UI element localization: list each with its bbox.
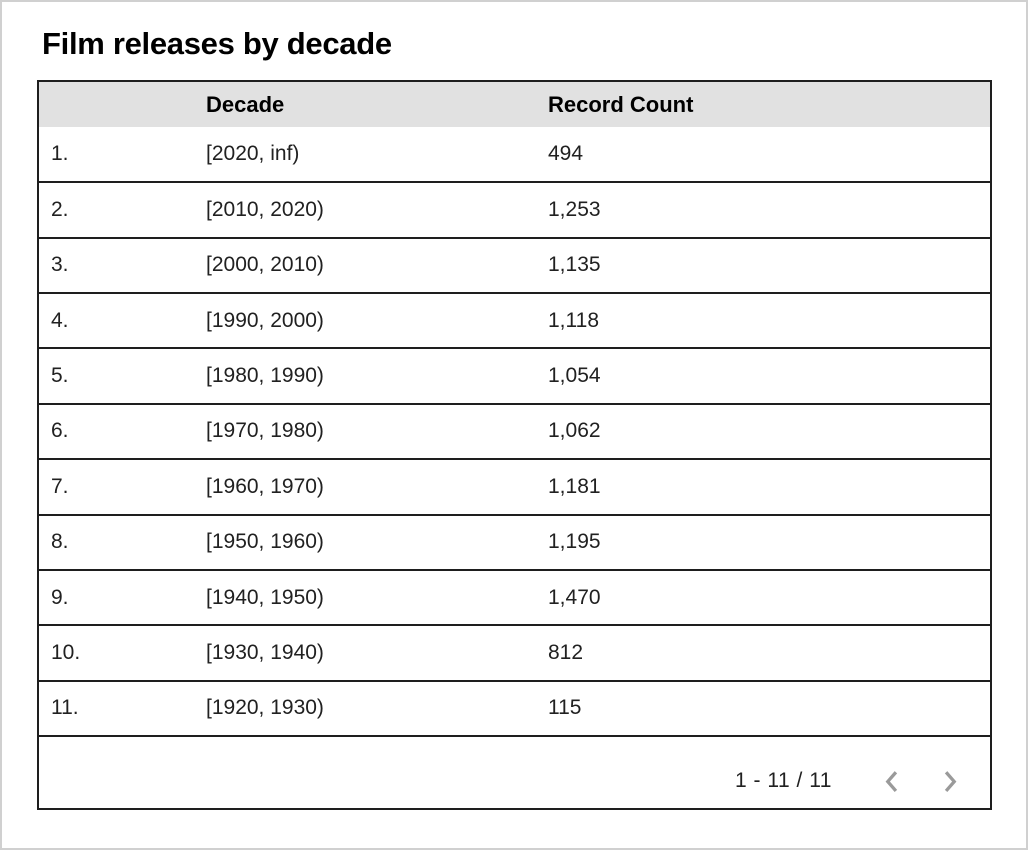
- pagination-prev-button[interactable]: [872, 760, 914, 802]
- chevron-left-icon: [879, 767, 907, 795]
- row-index: 3.: [38, 237, 194, 295]
- table-row: 3. [2000, 2010) 1,135: [38, 237, 991, 295]
- row-index: 7.: [38, 459, 194, 516]
- row-index: 6.: [38, 403, 194, 461]
- pagination: 1 - 11 / 11: [39, 760, 970, 802]
- table-body: 1. [2020, inf) 494 2. [2010, 2020) 1,253…: [38, 127, 991, 738]
- cell-record-count: 1,181: [536, 459, 991, 516]
- table-header: Decade Record Count: [38, 81, 991, 127]
- row-index: 5.: [38, 348, 194, 405]
- cell-record-count: 1,253: [536, 182, 991, 239]
- cell-record-count: 1,118: [536, 293, 991, 350]
- header-row: Decade Record Count: [38, 81, 991, 127]
- table-row: 7. [1960, 1970) 1,181: [38, 459, 991, 516]
- row-index: 1.: [38, 127, 194, 184]
- cell-decade: [1940, 1950): [194, 569, 536, 627]
- cell-record-count: 1,062: [536, 403, 991, 461]
- table-row: 5. [1980, 1990) 1,054: [38, 348, 991, 405]
- pagination-range: 1 - 11 / 11: [735, 769, 832, 792]
- pagination-row: 1 - 11 / 11: [38, 736, 991, 809]
- header-cell-decade[interactable]: Decade: [194, 81, 536, 127]
- cell-decade: [1980, 1990): [194, 348, 536, 405]
- chart-title: Film releases by decade: [42, 26, 392, 61]
- header-cell-record-count[interactable]: Record Count: [536, 81, 991, 127]
- cell-decade: [2020, inf): [194, 127, 536, 184]
- cell-record-count: 812: [536, 625, 991, 682]
- cell-record-count: 115: [536, 680, 991, 738]
- cell-record-count: 1,470: [536, 569, 991, 627]
- table-row: 1. [2020, inf) 494: [38, 127, 991, 184]
- table-row: 10. [1930, 1940) 812: [38, 625, 991, 682]
- table-row: 11. [1920, 1930) 115: [38, 680, 991, 738]
- table-footer: 1 - 11 / 11: [38, 736, 991, 809]
- chevron-right-icon: [935, 767, 963, 795]
- cell-record-count: 1,135: [536, 237, 991, 295]
- table-row: 6. [1970, 1980) 1,062: [38, 403, 991, 461]
- data-table: Decade Record Count 1. [2020, inf) 494 2…: [37, 80, 992, 810]
- row-index: 11.: [38, 680, 194, 738]
- cell-decade: [2010, 2020): [194, 182, 536, 239]
- table-row: 9. [1940, 1950) 1,470: [38, 569, 991, 627]
- table-row: 8. [1950, 1960) 1,195: [38, 514, 991, 571]
- cell-decade: [1960, 1970): [194, 459, 536, 516]
- row-index: 4.: [38, 293, 194, 350]
- table-row: 2. [2010, 2020) 1,253: [38, 182, 991, 239]
- cell-record-count: 1,195: [536, 514, 991, 571]
- cell-record-count: 1,054: [536, 348, 991, 405]
- header-cell-index: [38, 81, 194, 127]
- cell-decade: [1930, 1940): [194, 625, 536, 682]
- row-index: 10.: [38, 625, 194, 682]
- table-widget: Decade Record Count 1. [2020, inf) 494 2…: [37, 80, 992, 810]
- row-index: 8.: [38, 514, 194, 571]
- cell-decade: [2000, 2010): [194, 237, 536, 295]
- cell-decade: [1920, 1930): [194, 680, 536, 738]
- cell-decade: [1990, 2000): [194, 293, 536, 350]
- table-row: 4. [1990, 2000) 1,118: [38, 293, 991, 350]
- cell-record-count: 494: [536, 127, 991, 184]
- row-index: 9.: [38, 569, 194, 627]
- cell-decade: [1950, 1960): [194, 514, 536, 571]
- row-index: 2.: [38, 182, 194, 239]
- cell-decade: [1970, 1980): [194, 403, 536, 461]
- pagination-next-button[interactable]: [928, 760, 970, 802]
